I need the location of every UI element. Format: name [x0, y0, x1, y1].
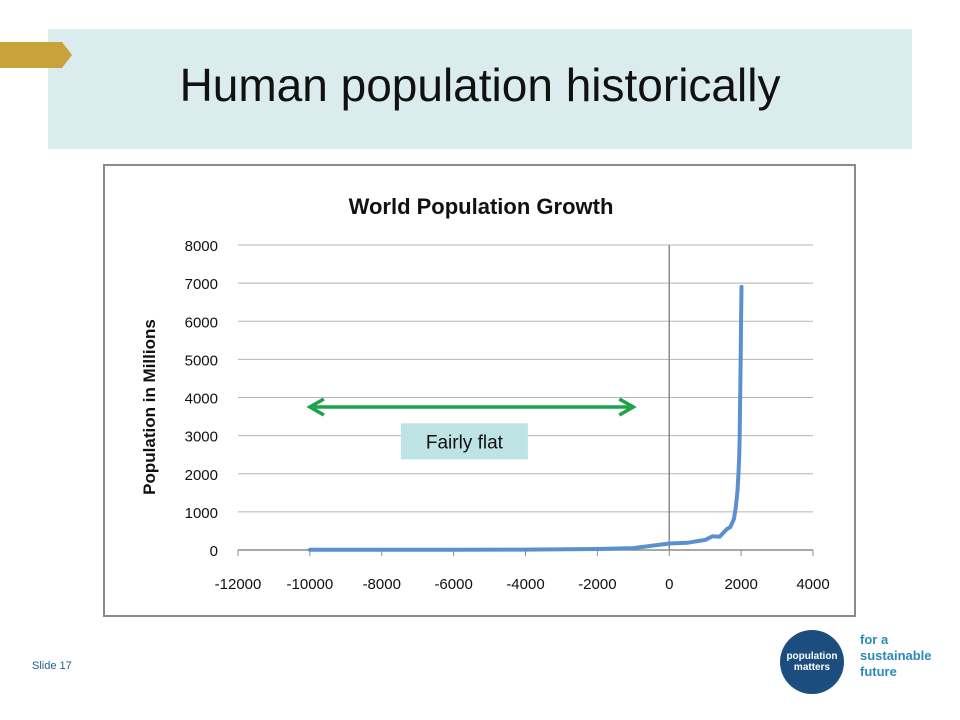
logo-tagline: for a sustainable future [860, 632, 932, 680]
gold-tab-decoration [0, 42, 72, 68]
x-tick-label: 4000 [796, 576, 829, 593]
fairly-flat-label-box [400, 423, 528, 460]
y-tick-label: 3000 [185, 429, 218, 446]
x-tick-label: -10000 [287, 576, 334, 593]
logo-tagline-line1: for a [860, 632, 889, 647]
y-tick-label: 4000 [185, 391, 218, 408]
slide-title: Human population historically [179, 59, 781, 111]
slide-number: Slide 17 [32, 660, 72, 672]
population-chart: World Population Growth Population in Mi… [140, 194, 830, 593]
y-tick-label: 7000 [185, 276, 218, 293]
x-tick-label: -6000 [434, 576, 472, 593]
x-tick-label: 2000 [724, 576, 757, 593]
population-series-line [307, 284, 744, 552]
arrow-head-left [306, 397, 325, 417]
y-tick-label: 1000 [185, 505, 218, 522]
population-matters-logo: population matters for a sustainable fut… [780, 630, 940, 694]
y-axis-label: Population in Millions [140, 319, 159, 495]
chart-frame: World Population Growth Population in Mi… [103, 164, 856, 617]
title-band [48, 29, 912, 149]
y-tick-label: 8000 [185, 238, 218, 255]
x-tick-label: -8000 [363, 576, 401, 593]
x-tick-label: -4000 [506, 576, 544, 593]
logo-circle: population matters [780, 630, 844, 694]
fairly-flat-label: Fairly flat [426, 432, 504, 453]
chart-title: World Population Growth [349, 194, 614, 219]
arrow-head-right [618, 397, 637, 417]
y-tick-label: 0 [210, 543, 218, 560]
x-tick-label: -2000 [578, 576, 616, 593]
x-tick-label: 0 [665, 576, 673, 593]
y-tick-label: 6000 [185, 314, 218, 331]
x-tick-label: -12000 [215, 576, 262, 593]
logo-tagline-line2: sustainable [860, 648, 932, 663]
logo-text-line1: population [786, 651, 838, 662]
logo-text-line2: matters [793, 662, 831, 673]
y-tick-label: 5000 [185, 352, 218, 369]
logo-tagline-line3: future [860, 664, 897, 679]
y-tick-label: 2000 [185, 467, 218, 484]
